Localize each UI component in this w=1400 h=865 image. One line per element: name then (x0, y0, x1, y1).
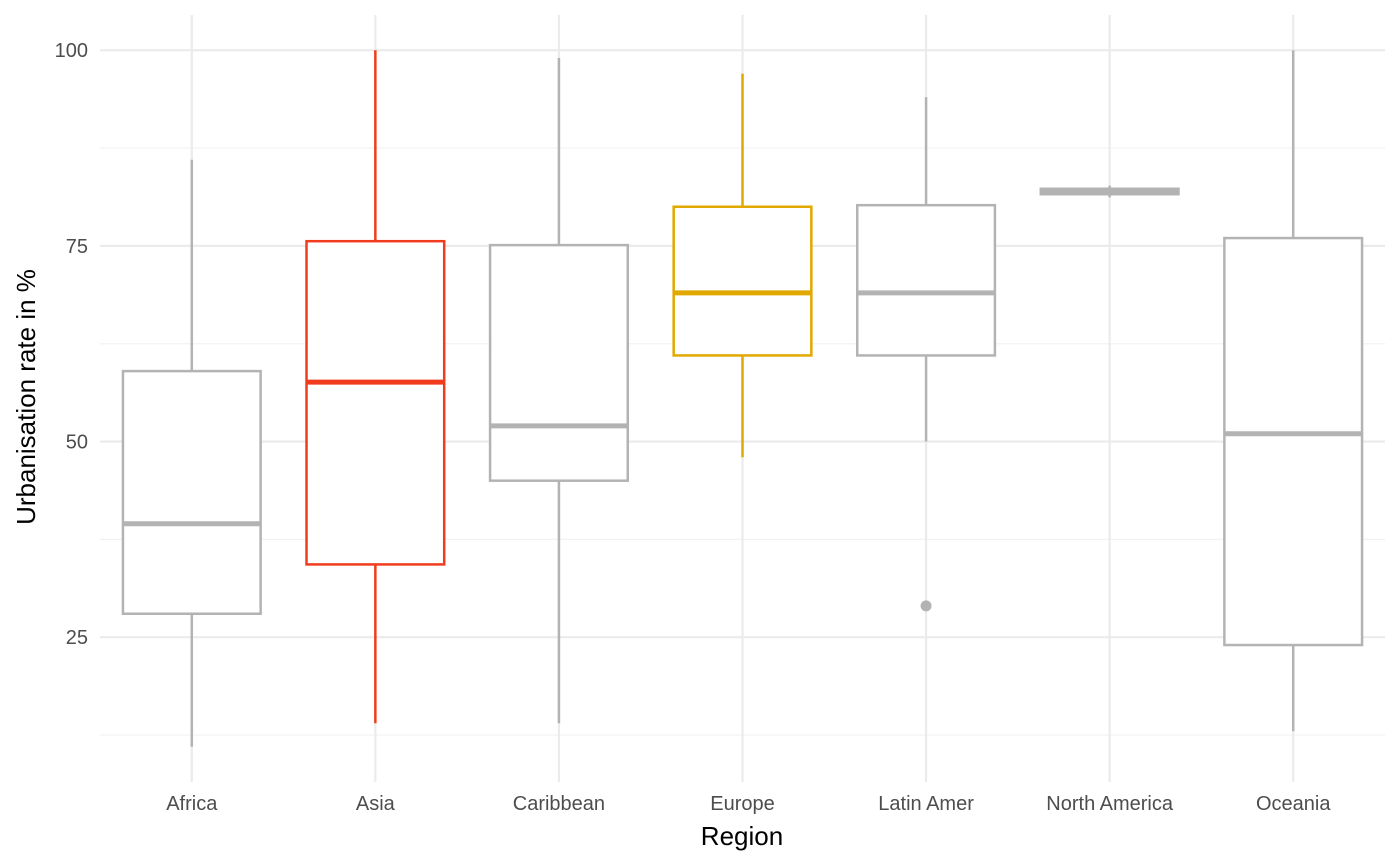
box-europe (672, 73, 813, 458)
outlier-point (920, 600, 932, 612)
y-tick-label: 100 (55, 40, 88, 62)
x-axis-ticks: Africa Asia Caribbean Europe Latin Amer North… (166, 793, 1331, 815)
box-latin-amer (855, 97, 997, 612)
y-tick-label: 50 (66, 432, 88, 454)
y-axis-ticks: 25 50 75 100 (55, 40, 88, 649)
y-tick-label: 25 (66, 627, 88, 649)
x-tick-label: Africa (166, 793, 218, 815)
box-iqr (488, 243, 630, 482)
x-tick-label: Latin Amer (878, 793, 974, 815)
x-tick-label: Oceania (1256, 793, 1331, 815)
box-oceania (1223, 50, 1364, 732)
x-tick-label: Caribbean (513, 793, 605, 815)
box-iqr (855, 203, 997, 357)
box-iqr (1223, 236, 1364, 647)
box-series (121, 50, 1364, 747)
box-africa (121, 159, 262, 747)
y-tick-label: 75 (66, 236, 88, 258)
x-axis-title: Region (701, 821, 783, 851)
box-caribbean (488, 58, 630, 724)
box-asia (305, 50, 446, 724)
box-iqr (121, 369, 262, 615)
box-iqr (672, 205, 813, 357)
x-tick-label: Asia (356, 793, 396, 815)
y-axis-title: Urbanisation rate in % (11, 269, 41, 525)
x-tick-label: Europe (710, 793, 775, 815)
box-north-america (1039, 185, 1180, 198)
box-iqr (305, 239, 446, 566)
x-tick-label: North America (1046, 793, 1174, 815)
